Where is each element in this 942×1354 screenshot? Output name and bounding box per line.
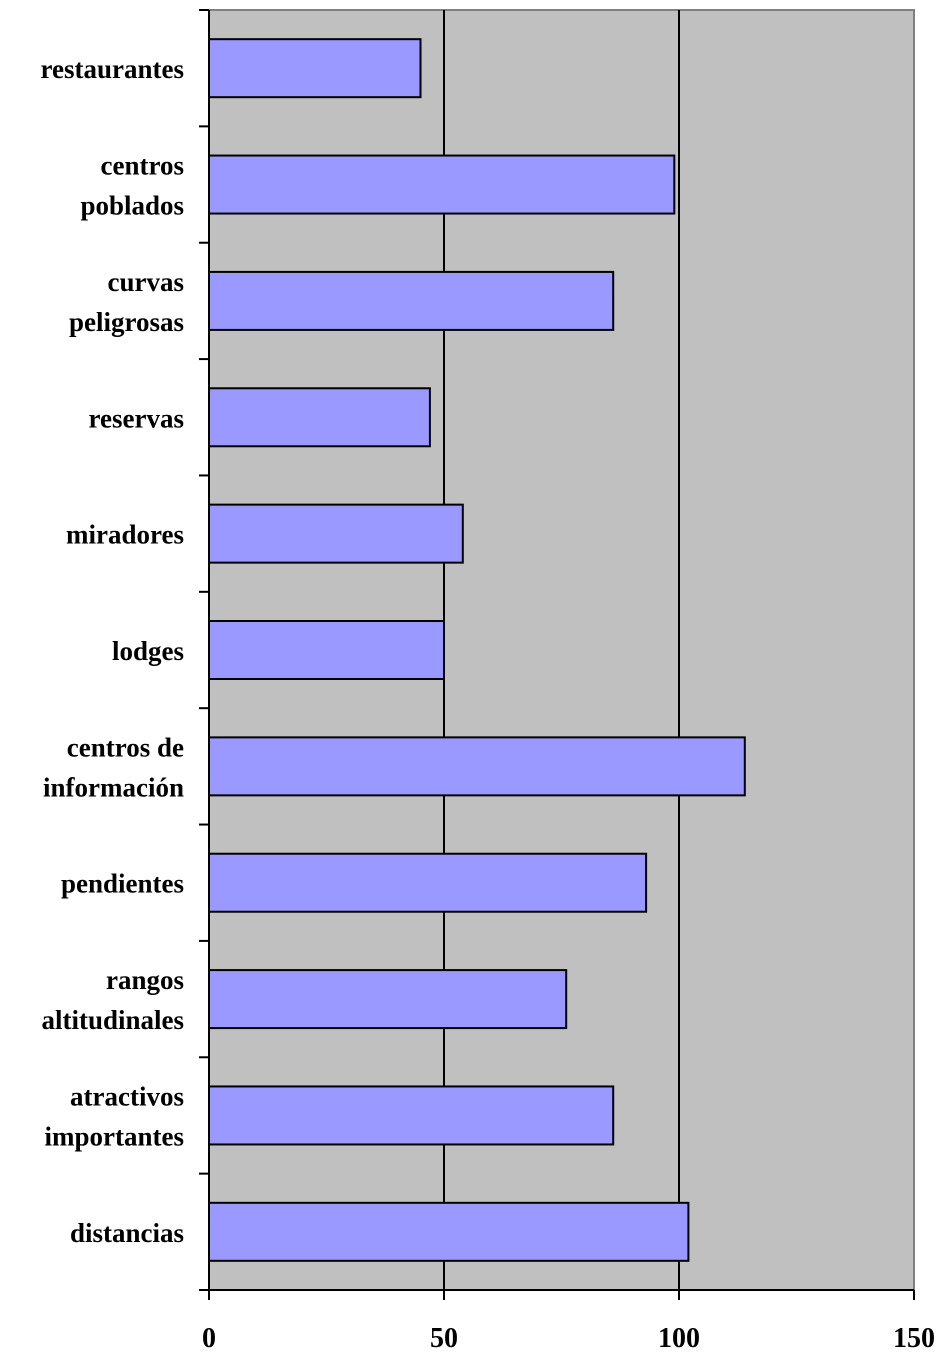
x-tick-label-50: 50 [430, 1323, 458, 1354]
category-label-2-line-1: peligrosas [69, 307, 184, 337]
category-label-9-line-0: atractivos [70, 1081, 184, 1111]
category-label-7: pendientes [61, 869, 184, 899]
category-label-6-line-0: centros de [67, 732, 184, 762]
category-label-3: reservas [89, 403, 184, 433]
bar-5 [208, 620, 445, 680]
x-tick-label-150: 150 [893, 1323, 935, 1354]
category-label-2-line-0: curvas [108, 267, 185, 297]
category-label-6-line-1: información [43, 772, 184, 802]
bar-0 [208, 38, 422, 99]
x-tick-label-0: 0 [202, 1323, 216, 1354]
category-label-5: lodges [112, 636, 184, 666]
bar-10 [208, 1201, 690, 1262]
category-label-4: miradores [66, 520, 184, 550]
category-label-1-line-0: centros [101, 151, 184, 181]
bar-1 [208, 154, 676, 215]
x-tick-label-100: 100 [658, 1323, 700, 1354]
category-label-10: distancias [70, 1218, 184, 1248]
category-label-8-line-1: altitudinales [41, 1005, 184, 1035]
category-label-8-line-0: rangos [106, 965, 184, 995]
bar-4 [208, 503, 464, 564]
bar-3 [208, 387, 431, 448]
bar-7 [208, 852, 648, 913]
bar-8 [208, 969, 568, 1030]
category-label-1-line-1: poblados [80, 191, 184, 221]
bar-2 [208, 270, 615, 331]
category-label-0: restaurantes [41, 54, 184, 84]
bar-6 [208, 736, 746, 797]
category-label-9-line-1: importantes [45, 1121, 184, 1151]
bar-9 [208, 1085, 615, 1146]
